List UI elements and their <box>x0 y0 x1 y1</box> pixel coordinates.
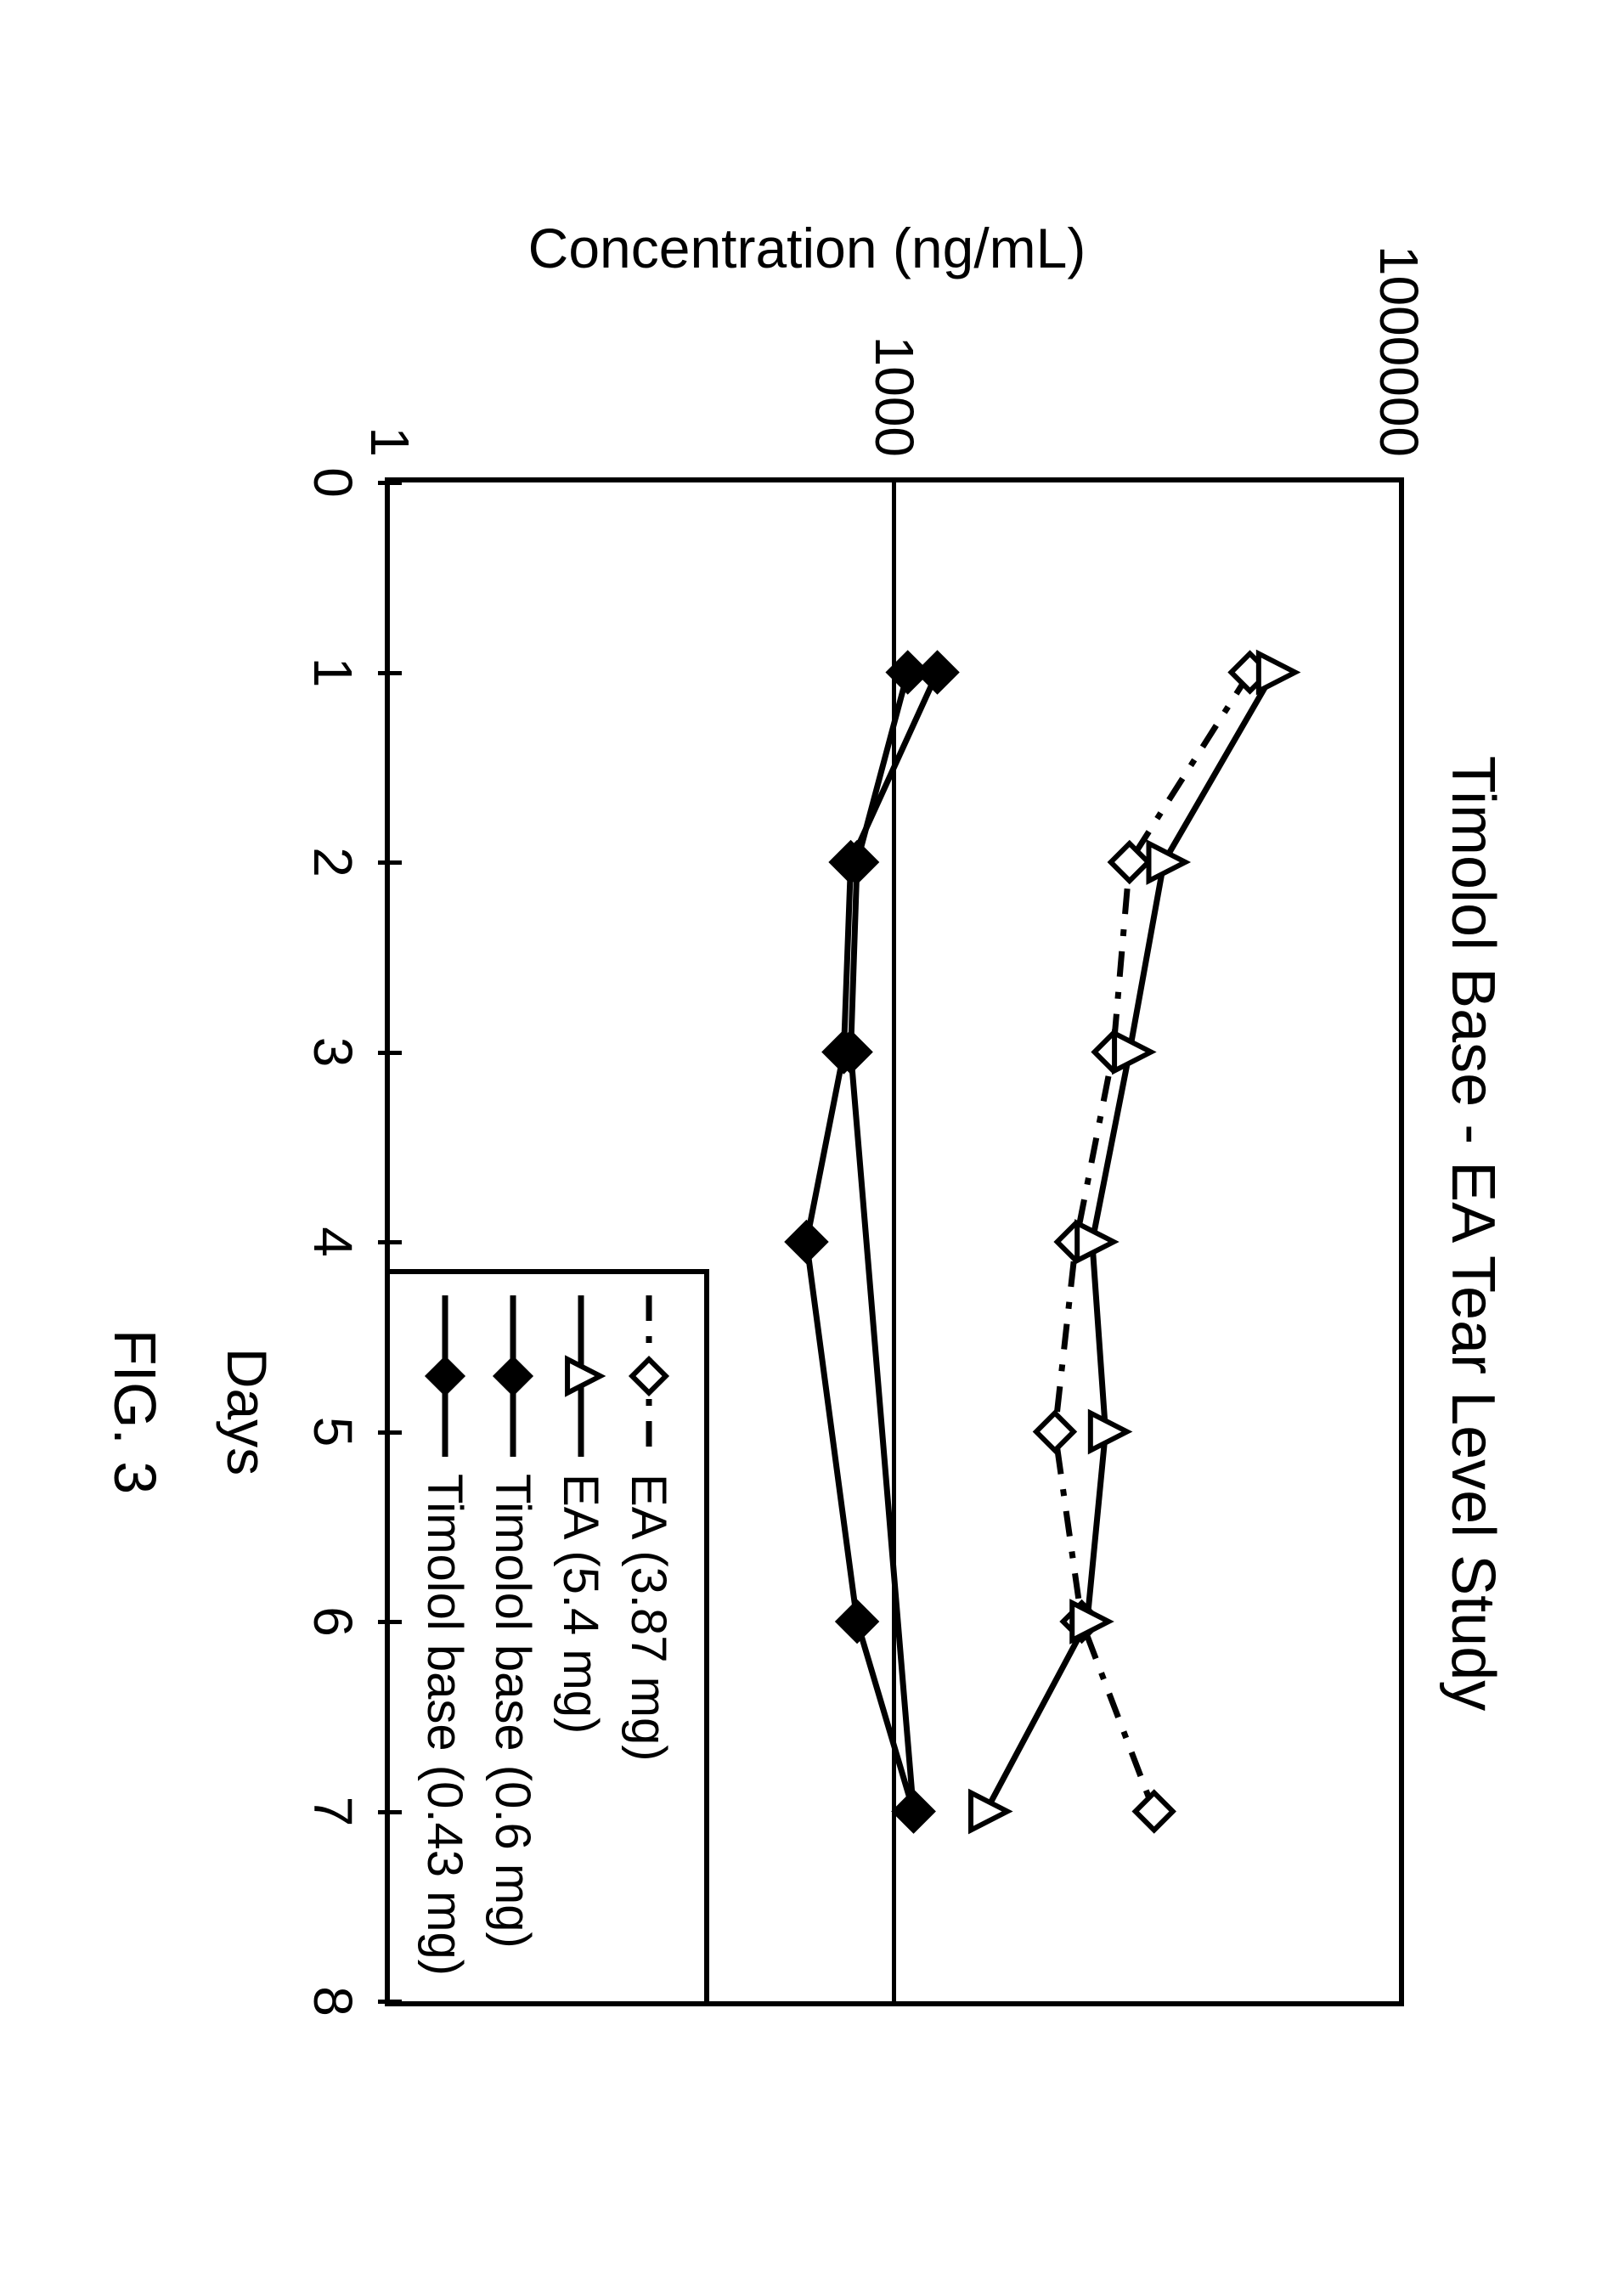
series-marker <box>1148 843 1185 881</box>
series-marker <box>1110 843 1148 881</box>
chart-container: Timolol Base - EA Tear Level Study Conce… <box>106 172 1508 2125</box>
series-marker <box>838 1603 876 1640</box>
legend-row: Timolol base (0.43 mg) <box>411 1295 479 1976</box>
legend-row: Timolol base (0.6 mg) <box>479 1295 547 1976</box>
legend-label: Timolol base (0.6 mg) <box>484 1474 541 1949</box>
series-marker <box>1258 653 1294 691</box>
series-marker <box>1035 1413 1073 1450</box>
legend-label: EA (5.4 mg) <box>552 1474 609 1734</box>
x-tick-label: 2 <box>302 847 390 877</box>
x-tick-label: 1 <box>302 657 390 687</box>
y-tick-label: 1000 <box>863 336 926 482</box>
legend-label: EA (3.87 mg) <box>620 1474 677 1761</box>
x-tick-label: 0 <box>302 467 390 498</box>
legend-row: EA (3.87 mg) <box>615 1295 683 1976</box>
x-axis-label: Days <box>215 1347 279 1475</box>
legend-swatch <box>623 1295 674 1457</box>
y-gridline <box>892 482 896 2001</box>
y-tick-label: 1000000 <box>1368 245 1430 482</box>
series-marker <box>894 1792 932 1830</box>
x-tick-label: 7 <box>302 1796 390 1826</box>
series-marker <box>787 1223 825 1261</box>
x-tick-label: 6 <box>302 1606 390 1637</box>
series-marker <box>1090 1413 1126 1450</box>
series-marker <box>1135 1792 1172 1830</box>
x-tick-label: 5 <box>302 1416 390 1447</box>
chart-title: Timolol Base - EA Tear Level Study <box>1438 341 1508 2125</box>
legend-row: EA (5.4 mg) <box>547 1295 615 1976</box>
x-tick-label: 4 <box>302 1227 390 1257</box>
legend-swatch <box>420 1295 471 1457</box>
figure-label: FIG. 3 <box>101 1329 169 1493</box>
legend: EA (3.87 mg)EA (5.4 mg)Timolol base (0.6… <box>385 1269 709 2006</box>
series-marker <box>971 1792 1007 1830</box>
legend-label: Timolol base (0.43 mg) <box>416 1474 473 1976</box>
x-tick-label: 8 <box>302 1986 390 2017</box>
x-tick-label: 3 <box>302 1036 390 1067</box>
legend-swatch <box>488 1295 539 1457</box>
y-axis-label: Concentration (ng/mL) <box>527 216 1086 280</box>
legend-swatch <box>556 1295 606 1457</box>
plot-area: EA (3.87 mg)EA (5.4 mg)Timolol base (0.6… <box>385 477 1404 2006</box>
